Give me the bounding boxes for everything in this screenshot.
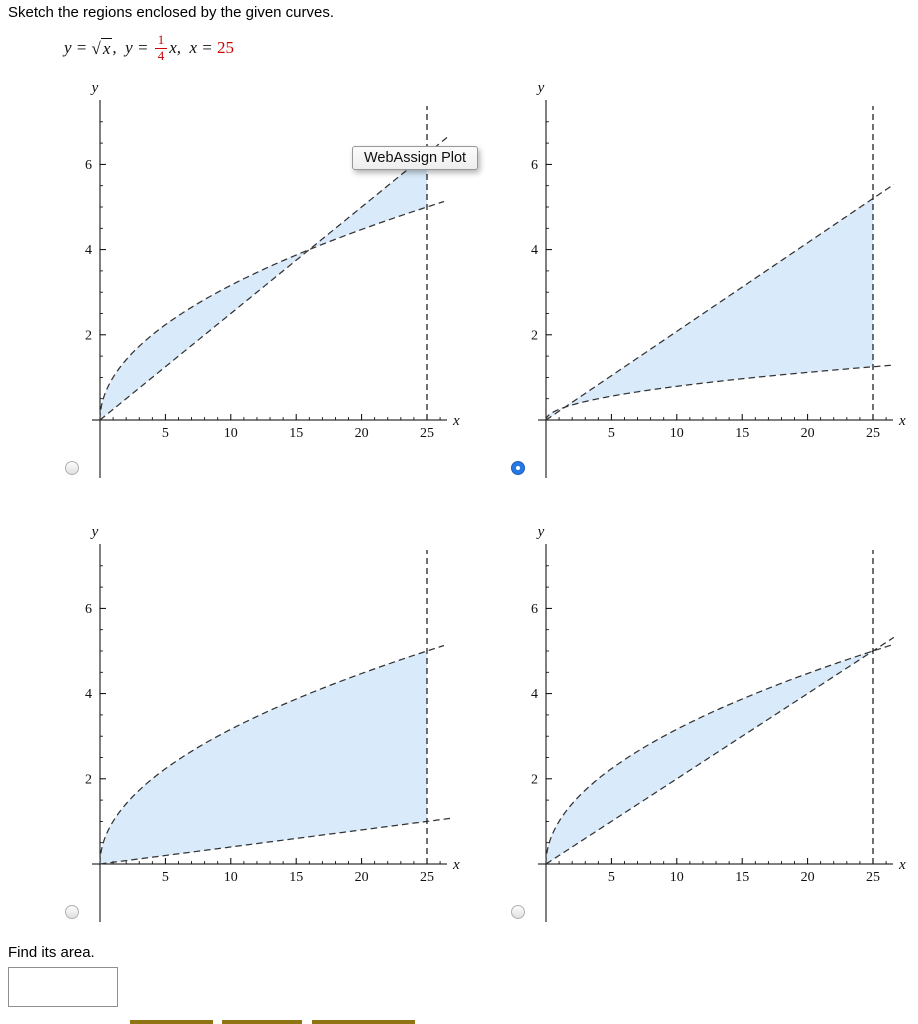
x-axis-label: x — [898, 413, 906, 429]
y-axis-label: y — [90, 524, 99, 540]
shaded-region — [100, 651, 427, 864]
plot-svg-a: 5 10 15 20 25 2 4 6 y x — [85, 80, 460, 478]
x-tick-label: 5 — [162, 870, 169, 885]
fraction-numerator: 1 — [157, 32, 165, 48]
cutoff-button-edge-2 — [222, 1020, 302, 1024]
x-tick-label: 15 — [289, 870, 303, 885]
x-axis-label: x — [452, 413, 460, 429]
y-axis-label: y — [90, 80, 99, 96]
cutoff-button-edge-1 — [130, 1020, 213, 1024]
plot-d: 5 10 15 20 25 2 4 6 y x — [501, 522, 918, 932]
x-tick-label: 25 — [420, 426, 434, 441]
plot-option-b: 5 10 15 20 25 2 4 6 y x — [501, 78, 918, 498]
dashed-curve — [545, 636, 895, 865]
x-axis-label: x — [898, 857, 906, 873]
plot-svg-b: 5 10 15 20 25 2 4 6 y x — [531, 80, 906, 478]
plot-option-a: 5 10 15 20 25 2 4 6 y x — [55, 78, 515, 498]
y-tick-label: 6 — [85, 602, 92, 617]
eq-part1: y = — [64, 38, 92, 57]
x-tick-label: 5 — [608, 426, 615, 441]
cutoff-button-edge-3 — [312, 1020, 415, 1024]
radio-option-a[interactable] — [65, 461, 79, 475]
x-tick-label: 20 — [801, 870, 815, 885]
radio-option-c[interactable] — [65, 905, 79, 919]
sqrt-argument: x — [100, 37, 113, 58]
plot-a: 5 10 15 20 25 2 4 6 y x — [55, 78, 515, 488]
radio-option-d[interactable] — [511, 905, 525, 919]
webassign-plot-tooltip: WebAssign Plot — [352, 146, 479, 170]
y-axis-label: y — [536, 80, 545, 96]
x-tick-label: 10 — [670, 870, 684, 885]
y-tick-label: 4 — [85, 243, 92, 258]
y-tick-label: 4 — [531, 687, 538, 702]
radio-option-b[interactable] — [511, 461, 525, 475]
y-tick-label: 2 — [85, 328, 92, 343]
dashed-curve — [545, 644, 893, 865]
x-tick-label: 25 — [420, 870, 434, 885]
x-tick-label: 15 — [735, 426, 749, 441]
find-area-label: Find its area. — [8, 944, 95, 961]
sqrt-expression: √ x — [91, 37, 113, 59]
area-answer-input[interactable] — [8, 967, 118, 1007]
x-axis-label: x — [452, 857, 460, 873]
y-tick-label: 6 — [531, 602, 538, 617]
x-tick-label: 25 — [866, 870, 880, 885]
eq-part2: , y = — [112, 38, 153, 57]
plot-option-c: 5 10 15 20 25 2 4 6 y x — [55, 522, 515, 942]
dashed-curve — [545, 183, 895, 421]
dashed-curve — [99, 817, 451, 865]
plot-svg-d: 5 10 15 20 25 2 4 6 y x — [531, 524, 906, 922]
shaded-region — [546, 198, 873, 420]
y-tick-label: 6 — [531, 158, 538, 173]
x-tick-label: 20 — [355, 426, 369, 441]
x-tick-label: 10 — [224, 870, 238, 885]
plot-c: 5 10 15 20 25 2 4 6 y x — [55, 522, 515, 932]
x-tick-label: 5 — [162, 426, 169, 441]
x-tick-label: 15 — [289, 426, 303, 441]
y-tick-label: 2 — [531, 772, 538, 787]
x-tick-label: 20 — [801, 426, 815, 441]
fraction-denominator: 4 — [154, 47, 168, 63]
x-tick-label: 15 — [735, 870, 749, 885]
dashed-curve — [99, 136, 449, 421]
y-tick-label: 4 — [531, 243, 538, 258]
y-tick-label: 2 — [85, 772, 92, 787]
plot-option-d: 5 10 15 20 25 2 4 6 y x — [501, 522, 918, 942]
y-tick-label: 4 — [85, 687, 92, 702]
eq-part3: x, x = — [169, 38, 218, 57]
x-tick-label: 10 — [670, 426, 684, 441]
x-tick-label: 5 — [608, 870, 615, 885]
x-tick-label: 25 — [866, 426, 880, 441]
x-tick-label: 10 — [224, 426, 238, 441]
y-tick-label: 2 — [531, 328, 538, 343]
x-tick-label: 20 — [355, 870, 369, 885]
y-tick-label: 6 — [85, 158, 92, 173]
y-axis-label: y — [536, 524, 545, 540]
shaded-region — [100, 249, 310, 420]
dashed-curve — [545, 364, 894, 421]
plot-b: 5 10 15 20 25 2 4 6 y x — [501, 78, 918, 488]
eq-x-value: 25 — [217, 38, 235, 57]
plot-svg-c: 5 10 15 20 25 2 4 6 y x — [85, 524, 460, 922]
radical-symbol: √ — [91, 38, 101, 58]
dashed-curve — [99, 200, 445, 421]
question-prompt: Sketch the regions enclosed by the given… — [8, 4, 335, 21]
